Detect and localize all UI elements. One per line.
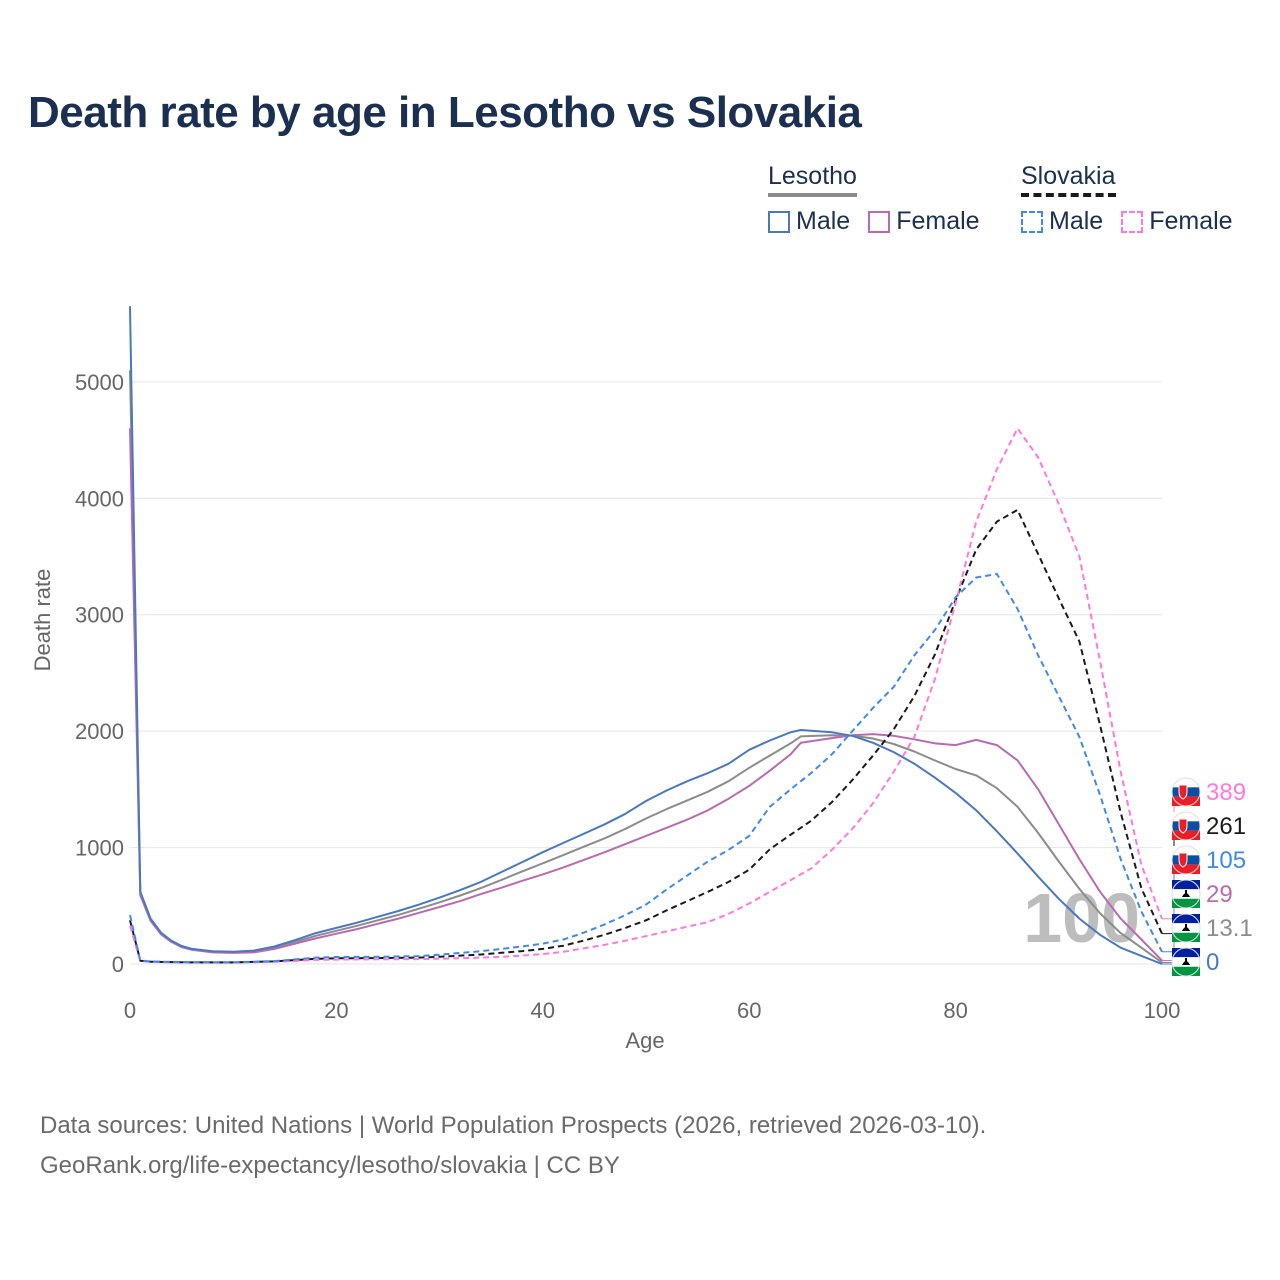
end-value-label-lesotho-female: 29: [1206, 881, 1233, 908]
flag-outline: [1171, 777, 1201, 807]
legend-lesotho-title: Lesotho: [768, 162, 857, 197]
y-tick-label: 2000: [75, 719, 124, 744]
slovakia-flag-red: [1172, 796, 1200, 806]
y-tick-label: 5000: [75, 370, 124, 395]
footer: Data sources: United Nations | World Pop…: [40, 1106, 986, 1186]
lesotho-flag-green: [1172, 966, 1200, 976]
x-tick-label: 80: [943, 998, 967, 1023]
legend-slovakia-female-label: Female: [1149, 207, 1233, 235]
y-axis-title: Death rate: [30, 569, 55, 672]
x-tick-label: 20: [324, 998, 348, 1023]
x-tick-label: 40: [531, 998, 555, 1023]
lesotho-flag-hat: [1182, 924, 1190, 931]
legend-slovakia-male[interactable]: Male: [1021, 207, 1103, 236]
y-tick-label: 4000: [75, 486, 124, 511]
legend-slovakia-female[interactable]: Female: [1121, 207, 1233, 236]
flag-outline: [1171, 913, 1201, 943]
end-value-label-slovakia-male: 105: [1206, 847, 1246, 874]
series-line-lesotho-male: [129, 306, 1163, 965]
legend-lesotho-female[interactable]: Female: [868, 207, 980, 236]
series-line-lesotho-total: [129, 370, 1163, 964]
data-source-note: Data sources: United Nations | World Pop…: [40, 1112, 987, 1139]
credit-link[interactable]: GeoRank.org/life-expectancy/lesotho/slov…: [40, 1152, 620, 1179]
slovakia-flag-shield: [1178, 818, 1188, 834]
series-line-slovakia-total: [129, 508, 1163, 964]
legend-slovakia-male-label: Male: [1049, 207, 1104, 235]
y-tick-label: 3000: [75, 603, 124, 628]
legend-lesotho-female-label: Female: [896, 207, 980, 235]
slovakia-flag-white: [1172, 778, 1200, 788]
legend-swatch-lesotho-male: [768, 210, 790, 233]
legend-swatch-lesotho-female: [868, 210, 891, 233]
flag-outline: [1171, 811, 1201, 841]
legend-swatch-slovakia-female: [1121, 210, 1144, 233]
series-line-slovakia-male: [129, 573, 1163, 964]
end-value-label-slovakia-total: 261: [1206, 813, 1246, 840]
x-tick-label: 60: [737, 998, 761, 1023]
end-value-label-lesotho-total: 13.1: [1206, 915, 1253, 942]
lesotho-flag-green: [1172, 932, 1200, 942]
flag-outline: [1171, 845, 1201, 875]
slovakia-flag-red: [1172, 830, 1200, 840]
y-tick-label: 1000: [75, 836, 124, 861]
x-tick-label: 0: [124, 998, 136, 1023]
series-line-lesotho-female: [129, 428, 1163, 962]
flag-outline: [1171, 879, 1201, 909]
legend-swatch-slovakia-male: [1021, 210, 1043, 233]
slovakia-flag-shield: [1178, 784, 1188, 800]
end-value-label-slovakia-female: 389: [1206, 779, 1246, 806]
y-tick-label: 0: [112, 952, 124, 977]
lesotho-flag-hat: [1182, 890, 1190, 897]
lesotho-flag-hat: [1182, 958, 1190, 965]
legend-lesotho-male-label: Male: [796, 207, 851, 235]
legend-slovakia-title: Slovakia: [1021, 162, 1116, 197]
series-line-slovakia-female: [129, 427, 1163, 964]
flag-outline: [1171, 947, 1201, 977]
slovakia-flag-shield: [1178, 852, 1188, 868]
slovakia-flag-red: [1172, 864, 1200, 874]
slovakia-flag-white: [1172, 812, 1200, 822]
chart-title: Death rate by age in Lesotho vs Slovakia: [28, 88, 862, 137]
x-axis-title: Age: [625, 1028, 664, 1053]
end-value-label-lesotho-male: 0: [1206, 949, 1219, 976]
x-tick-label: 100: [1144, 998, 1181, 1023]
legend-lesotho: Lesotho Male Female: [768, 162, 998, 236]
legend-slovakia: Slovakia Male Female: [1021, 162, 1251, 236]
lesotho-flag-blue: [1172, 914, 1200, 924]
lesotho-flag-green: [1172, 898, 1200, 908]
legend-lesotho-male[interactable]: Male: [768, 207, 850, 236]
slovakia-flag-white: [1172, 846, 1200, 856]
lesotho-flag-blue: [1172, 880, 1200, 890]
line-chart: 0 1000 2000 3000 4000 5000 0 20 40 60 80 100 Age Deat…: [30, 306, 1253, 1053]
lesotho-flag-blue: [1172, 948, 1200, 958]
